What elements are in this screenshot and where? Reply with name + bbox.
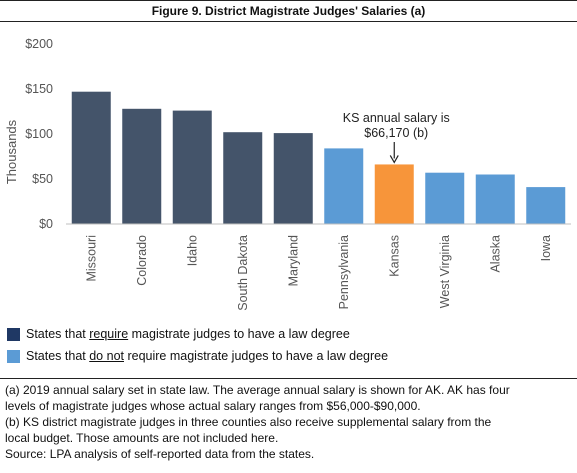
note-line: (b) KS district magistrate judges in thr… (5, 415, 492, 429)
x-tick-label: Idaho (185, 235, 199, 266)
note-line: local budget. Those amounts are not incl… (5, 431, 279, 445)
legend-item-do-not-require: States that do not require magistrate ju… (7, 348, 388, 364)
legend-require-text-underlined: require (89, 327, 129, 341)
annotation-line-2: $66,170 (b) (364, 126, 428, 140)
y-tick-label: $100 (25, 127, 53, 141)
y-tick-label: $50 (32, 172, 53, 186)
x-tick-label: Pennsylvania (337, 235, 351, 309)
x-tick-label: Kansas (387, 235, 401, 277)
bar-kansas (374, 164, 414, 224)
legend-label-do-not-require: States that do not require magistrate ju… (26, 349, 388, 363)
y-tick-label: $200 (25, 37, 53, 51)
y-axis-title: Thousands (4, 119, 19, 184)
x-tick-label: South Dakota (236, 235, 250, 311)
x-tick-label: Iowa (539, 235, 553, 261)
annotation-arrow-head (389, 155, 399, 164)
x-tick-label: Alaska (488, 235, 502, 273)
salary-bar-chart: $0 $50 $100 $150 $200 Thousands Missouri Colora… (4, 37, 571, 311)
bar-iowa (526, 187, 566, 224)
x-tick-label: Missouri (84, 235, 98, 282)
legend-label-require: States that require magistrate judges to… (26, 327, 350, 341)
figure-title: Figure 9. District Magistrate Judges' Sa… (0, 0, 577, 22)
legend-require-text-before: States that (26, 327, 90, 341)
note-line: Source: LPA analysis of self-reported da… (5, 447, 315, 461)
legend-do-not-require-text-before: States that (26, 349, 90, 363)
bar-missouri (71, 91, 111, 224)
bar-maryland (273, 133, 313, 224)
y-tick-label: $150 (25, 82, 53, 96)
bar-colorado (122, 108, 162, 224)
legend-do-not-require-text-after: require magistrate judges to have a law … (124, 349, 389, 363)
bar-west-virginia (425, 172, 465, 224)
legend-swatch-require (7, 327, 20, 341)
note-line: levels of magistrate judges whose actual… (5, 399, 421, 413)
bar-pennsylvania (324, 148, 364, 224)
bar-idaho (172, 110, 212, 224)
legend-swatch-do-not-require (7, 349, 20, 363)
legend-require-text-after: magistrate judges to have a law degree (128, 327, 350, 341)
legend-item-require: States that require magistrate judges to… (7, 326, 350, 342)
x-tick-label: Colorado (135, 235, 149, 286)
annotation-line-1: KS annual salary is (343, 111, 450, 125)
legend-do-not-require-text-underlined: do not (89, 349, 124, 363)
x-tick-label: West Virginia (438, 235, 452, 308)
bar-south-dakota (223, 132, 263, 224)
bar-alaska (475, 174, 515, 224)
figure-notes: (a) 2019 annual salary set in state law.… (0, 378, 577, 473)
note-line: (a) 2019 annual salary set in state law.… (5, 383, 510, 397)
x-tick-label: Maryland (286, 235, 300, 286)
y-tick-label: $0 (39, 217, 53, 231)
